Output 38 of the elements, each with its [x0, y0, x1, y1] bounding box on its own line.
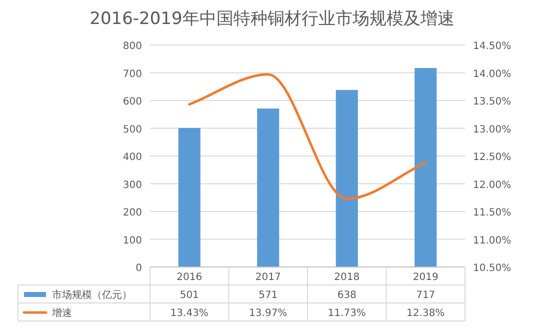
- y-tick-label: 700: [122, 68, 142, 80]
- x-tick-label: 2019: [412, 272, 438, 283]
- data-label: 11.73%: [328, 308, 366, 319]
- data-label: 13.97%: [249, 308, 288, 319]
- data-label: 717: [416, 290, 436, 301]
- bar: [414, 68, 437, 267]
- data-label: 638: [337, 290, 356, 301]
- y2-tick-label: 14.50%: [473, 41, 512, 52]
- y2-tick-label: 10.50%: [473, 263, 512, 274]
- legend-label: 市场规模（亿元）: [52, 289, 132, 301]
- legend-label: 增速: [51, 307, 72, 319]
- chart-title: 2016-2019年中国特种铜材行业市场规模及增速: [90, 9, 454, 29]
- y2-tick-label: 14.00%: [473, 68, 512, 80]
- y-tick-label: 400: [122, 152, 142, 163]
- y2-tick-label: 13.00%: [473, 124, 512, 136]
- x-tick-label: 2018: [334, 272, 360, 283]
- y2-tick-label: 13.50%: [473, 96, 512, 108]
- y-tick-label: 100: [122, 235, 142, 246]
- data-label: 571: [258, 290, 278, 301]
- bar: [257, 108, 280, 267]
- data-label: 12.38%: [406, 308, 445, 319]
- y-tick-label: 200: [122, 208, 142, 218]
- y2-tick-label: 11.00%: [473, 235, 512, 246]
- y2-tick-label: 12.50%: [473, 152, 512, 163]
- bar: [336, 90, 358, 267]
- y2-tick-label: 11.50%: [473, 208, 512, 218]
- y-tick-label: 0: [136, 263, 142, 274]
- y2-tick-label: 12.00%: [473, 180, 512, 191]
- data-label: 501: [180, 290, 199, 301]
- bar: [178, 128, 200, 267]
- data-label: 13.43%: [170, 308, 208, 319]
- line-series: [188, 73, 427, 200]
- y-tick-label: 600: [122, 96, 142, 108]
- y-tick-label: 500: [122, 124, 142, 136]
- x-tick-label: 2016: [176, 272, 202, 283]
- y-tick-label: 800: [122, 41, 142, 52]
- y-tick-label: 300: [122, 180, 142, 191]
- x-tick-label: 2017: [255, 272, 281, 283]
